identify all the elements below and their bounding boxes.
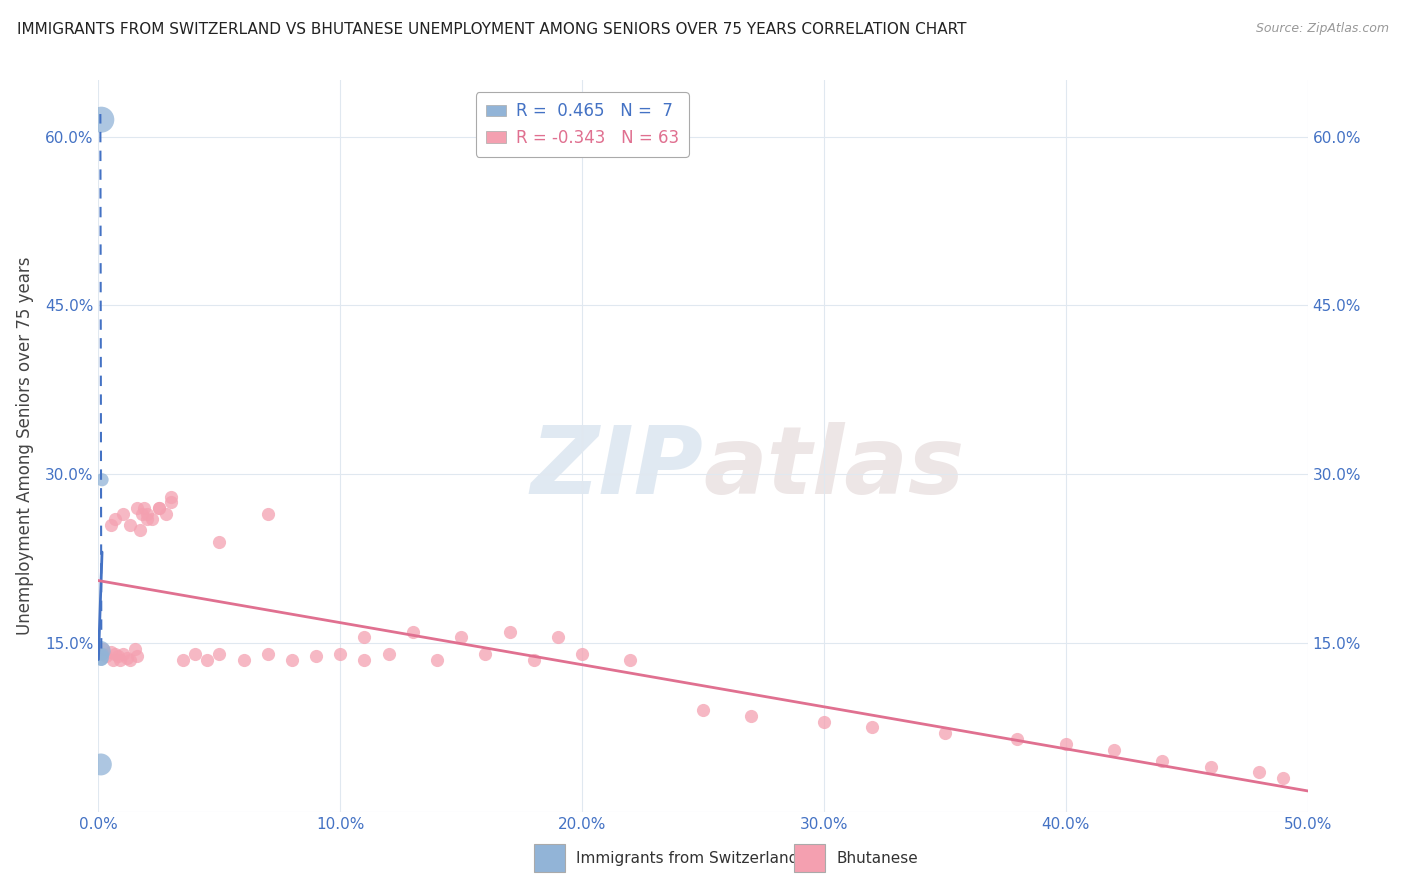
Point xyxy=(256,507,278,521)
Point xyxy=(402,624,425,639)
Point xyxy=(104,512,127,526)
Point xyxy=(160,490,183,504)
Point xyxy=(281,653,304,667)
Text: Source: ZipAtlas.com: Source: ZipAtlas.com xyxy=(1256,22,1389,36)
Point xyxy=(619,653,641,667)
Point xyxy=(148,500,170,515)
Point xyxy=(353,630,375,644)
Point xyxy=(474,647,496,661)
Point xyxy=(91,641,114,656)
Point xyxy=(1249,765,1271,780)
Point xyxy=(104,647,127,661)
Point xyxy=(195,653,218,667)
Point xyxy=(934,726,956,740)
Point xyxy=(232,653,254,667)
Point xyxy=(329,647,352,661)
Legend: R =  0.465   N =  7, R = -0.343   N = 63: R = 0.465 N = 7, R = -0.343 N = 63 xyxy=(475,92,689,157)
Point xyxy=(1007,731,1029,746)
Text: ZIP: ZIP xyxy=(530,422,703,514)
Point xyxy=(108,653,131,667)
Point xyxy=(208,534,231,549)
Point xyxy=(90,650,112,665)
Point xyxy=(90,112,112,127)
Point xyxy=(141,512,163,526)
Point xyxy=(90,644,112,658)
Point xyxy=(813,714,835,729)
Point xyxy=(135,512,157,526)
Point xyxy=(94,649,117,664)
Text: atlas: atlas xyxy=(703,422,965,514)
Point xyxy=(547,630,569,644)
Point xyxy=(131,507,153,521)
Point xyxy=(860,720,883,734)
Point xyxy=(91,473,114,487)
Point xyxy=(426,653,449,667)
Point xyxy=(172,653,194,667)
Point xyxy=(111,647,134,661)
Point xyxy=(128,524,150,538)
Point xyxy=(135,507,157,521)
Point xyxy=(118,517,141,532)
Point xyxy=(692,703,714,717)
Point xyxy=(450,630,472,644)
Point xyxy=(100,517,122,532)
Text: Bhutanese: Bhutanese xyxy=(837,851,918,865)
Point xyxy=(571,647,593,661)
Point xyxy=(740,709,762,723)
Text: Immigrants from Switzerland: Immigrants from Switzerland xyxy=(576,851,799,865)
Point xyxy=(1054,737,1077,751)
Point xyxy=(184,647,207,661)
Point xyxy=(127,500,149,515)
Point xyxy=(256,647,278,661)
Point xyxy=(124,641,146,656)
Point xyxy=(90,653,112,667)
Point xyxy=(160,495,183,509)
Point xyxy=(1152,754,1174,768)
Point xyxy=(148,500,170,515)
Point xyxy=(107,649,129,664)
Y-axis label: Unemployment Among Seniors over 75 years: Unemployment Among Seniors over 75 years xyxy=(15,257,34,635)
Point xyxy=(100,645,122,659)
Point xyxy=(127,649,149,664)
Point xyxy=(101,653,124,667)
Point xyxy=(90,757,112,772)
Point xyxy=(1272,771,1295,785)
Point xyxy=(111,507,134,521)
Point xyxy=(208,647,231,661)
Point xyxy=(1199,760,1222,774)
Point xyxy=(134,500,156,515)
Point xyxy=(118,653,141,667)
Text: IMMIGRANTS FROM SWITZERLAND VS BHUTANESE UNEMPLOYMENT AMONG SENIORS OVER 75 YEAR: IMMIGRANTS FROM SWITZERLAND VS BHUTANESE… xyxy=(17,22,966,37)
Point xyxy=(155,507,177,521)
Point xyxy=(305,649,328,664)
Point xyxy=(523,653,546,667)
Point xyxy=(1102,743,1125,757)
Point xyxy=(377,647,399,661)
Point xyxy=(91,647,114,661)
Point xyxy=(353,653,375,667)
Point xyxy=(117,650,139,665)
Point xyxy=(498,624,520,639)
